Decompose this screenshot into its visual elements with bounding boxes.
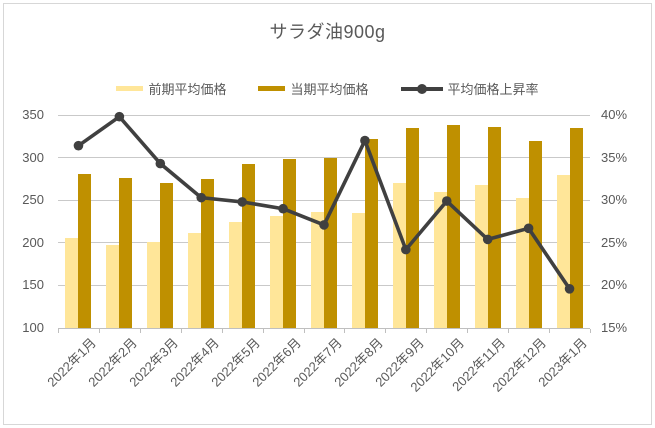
y-axis-label-left: 350	[22, 107, 44, 122]
x-axis-tick	[385, 329, 387, 333]
bar-current-period	[78, 173, 92, 328]
x-axis-line	[58, 328, 590, 329]
rate-data-marker	[278, 203, 288, 214]
bar-prev-period	[474, 184, 488, 328]
rate-data-marker	[564, 284, 575, 294]
rate-data-marker	[401, 244, 411, 255]
x-axis-tick	[303, 329, 305, 333]
legend-item-current-period: 当期平均価格	[258, 79, 369, 98]
rate-data-marker	[237, 197, 247, 207]
bar-current-period	[201, 178, 215, 328]
rate-trend-polyline	[76, 114, 572, 291]
gridline	[58, 114, 590, 116]
bar-current-period	[364, 138, 378, 328]
bar-current-period	[283, 159, 297, 328]
bar-current-period	[119, 178, 133, 328]
bar-prev-period	[147, 241, 161, 328]
y-axis-label-right: 40%	[601, 107, 628, 122]
bar-prev-period	[65, 237, 79, 328]
y-axis-label-right: 35%	[601, 149, 628, 165]
rate-data-marker	[319, 220, 329, 230]
legend-label-prev-period: 前期平均価格	[148, 82, 227, 97]
bar-current-period	[324, 157, 337, 328]
x-axis-tick	[426, 329, 428, 333]
bar-prev-period	[433, 191, 447, 328]
x-axis-tick	[139, 329, 141, 333]
bar-current-period	[405, 127, 419, 328]
x-axis-tick	[508, 329, 510, 333]
bar-current-period	[160, 183, 174, 328]
chart-title: サラダ油900g	[269, 22, 386, 42]
bar-current-period	[446, 125, 460, 328]
bar-prev-period	[270, 216, 284, 328]
x-axis-tick	[549, 329, 551, 333]
y-axis-label-right: 30%	[601, 192, 628, 208]
rate-data-marker	[155, 158, 166, 169]
y-axis-label-left: 100	[22, 320, 44, 335]
rate-data-marker	[441, 196, 452, 206]
x-axis-tick	[98, 329, 100, 333]
bar-prev-period	[351, 212, 365, 328]
legend-label-current-period: 当期平均価格	[290, 82, 369, 97]
x-axis-tick	[590, 329, 591, 333]
prev-period-swatch-icon	[116, 86, 144, 91]
rate-data-marker	[73, 140, 84, 151]
legend-label-rate: 平均価格上昇率	[447, 82, 539, 97]
bar-prev-period	[106, 245, 120, 328]
rate-data-marker	[482, 234, 493, 245]
chart-legend: 前期平均価格 当期平均価格 平均価格上昇率	[0, 79, 655, 98]
rate-data-marker	[523, 223, 534, 234]
legend-item-prev-period: 前期平均価格	[116, 79, 226, 98]
x-axis-tick	[467, 329, 469, 333]
bar-current-period	[528, 140, 542, 328]
bar-current-period	[569, 127, 583, 328]
y-axis-label-right: 25%	[601, 234, 628, 250]
bar-current-period	[487, 126, 501, 328]
bar-prev-period	[229, 221, 243, 328]
legend-item-rate: 平均価格上昇率	[400, 79, 539, 98]
bar-prev-period	[311, 212, 324, 328]
rate-line-marker-icon	[400, 83, 443, 94]
x-axis-tick	[344, 329, 346, 333]
rate-data-marker	[114, 111, 125, 122]
x-axis-tick	[221, 329, 223, 333]
current-period-swatch-icon	[258, 86, 286, 91]
y-axis-label-left: 250	[22, 192, 44, 208]
x-axis-tick	[262, 329, 264, 333]
y-axis-label-left: 300	[22, 149, 44, 165]
bar-prev-period	[188, 233, 202, 328]
rate-data-marker	[196, 192, 207, 203]
x-axis-tick	[58, 329, 59, 333]
y-axis-label-right: 20%	[601, 277, 628, 293]
rate-data-marker	[360, 135, 370, 146]
x-axis-tick	[180, 329, 182, 333]
y-axis-label-right: 15%	[601, 320, 628, 335]
y-axis-label-left: 200	[22, 234, 44, 250]
y-axis-label-left: 150	[22, 277, 44, 293]
